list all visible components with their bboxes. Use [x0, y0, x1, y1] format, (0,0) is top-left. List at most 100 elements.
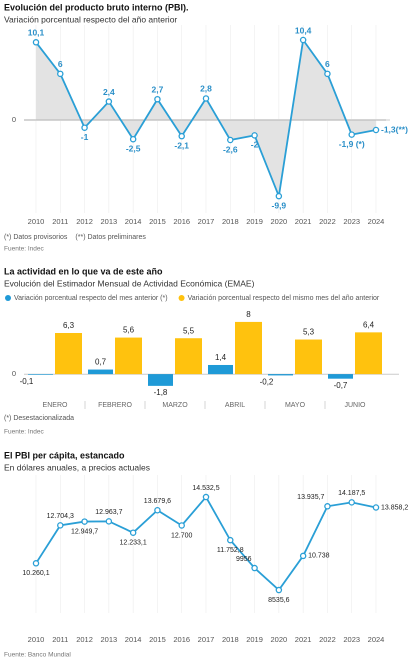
value-label: -9,9: [272, 200, 287, 210]
bar: [28, 374, 53, 375]
value-label: 2,7: [152, 84, 164, 94]
x-tick-label: 2013: [101, 635, 118, 644]
x-tick-label: 2012: [76, 217, 93, 226]
chart-subtitle: Evolución del Estimador Mensual de Activ…: [4, 278, 255, 288]
point: [299, 36, 307, 44]
value-label: 12.704,3: [47, 513, 74, 520]
x-tick-label: ABRIL: [225, 402, 245, 409]
bar: [328, 374, 353, 379]
value-label: 6: [325, 59, 330, 69]
value-label: -1,8: [154, 388, 168, 397]
point: [81, 124, 88, 131]
value-label: -1,3(**): [381, 124, 408, 134]
x-tick-label: 2022: [319, 635, 336, 644]
value-label: 10,4: [295, 25, 312, 35]
x-tick-label: 2021: [295, 635, 312, 644]
x-tick-label: 2019: [246, 635, 263, 644]
x-tick-label: MAYO: [285, 402, 306, 409]
value-label: -1: [81, 132, 89, 142]
value-label: 12.233,1: [120, 540, 147, 547]
x-tick-label: 2015: [149, 635, 166, 644]
value-label: -0,7: [334, 381, 348, 390]
legend-label: Variación porcentual respecto del mismo …: [188, 295, 380, 302]
x-tick-label: 2014: [125, 635, 142, 644]
point: [57, 70, 64, 78]
x-tick-label: 2015: [149, 217, 166, 226]
x-tick-label: 2018: [222, 635, 239, 644]
value-label: -2: [251, 140, 259, 150]
point: [227, 536, 234, 544]
bar: [88, 369, 113, 375]
bar: [235, 321, 262, 375]
value-label: 5,5: [183, 326, 195, 335]
x-tick-label: 2022: [319, 217, 336, 226]
value-label: 12.700: [171, 532, 193, 539]
x-tick-label: JUNIO: [345, 402, 367, 409]
point: [57, 522, 64, 529]
value-label: 9956: [236, 556, 252, 563]
x-tick-label: 2017: [198, 217, 215, 226]
point: [105, 98, 113, 105]
chart-title: Evolución del producto bruto interno (PB…: [4, 2, 189, 12]
point: [299, 552, 307, 560]
point: [129, 529, 137, 536]
value-label: 10.738: [308, 553, 330, 560]
source: Fuente: Banco Mundial: [4, 652, 71, 659]
value-label: 13.935,7: [297, 494, 324, 501]
note: (**) Datos preliminares: [75, 234, 146, 241]
x-tick-label: 2020: [271, 217, 288, 226]
bar: [208, 364, 233, 375]
point: [275, 192, 283, 200]
chart-subtitle: En dólares anuales, a precios actuales: [4, 462, 150, 472]
point: [154, 95, 161, 103]
point: [178, 132, 185, 140]
legend-swatch: [5, 295, 11, 301]
x-tick-label: 2016: [173, 217, 190, 226]
point: [202, 95, 210, 102]
value-label: 2,8: [200, 84, 212, 94]
x-tick-label: 2014: [125, 217, 142, 226]
x-tick-label: ENERO: [43, 402, 68, 409]
x-tick-label: 2024: [368, 217, 385, 226]
point: [129, 135, 137, 143]
note: (*) Datos provisorios: [4, 234, 68, 241]
value-label: 6,3: [63, 321, 75, 330]
x-tick-label: 2020: [271, 635, 288, 644]
y-tick-label: 0: [12, 369, 16, 378]
value-label: 6,4: [363, 320, 375, 329]
note: (*) Desestacionalizada: [4, 415, 74, 422]
point: [227, 136, 234, 144]
point: [348, 499, 355, 506]
value-label: 6: [58, 59, 63, 69]
value-label: 13.858,2: [381, 504, 408, 511]
value-label: -2,5: [126, 143, 141, 153]
point: [202, 493, 210, 501]
x-tick-label: 2018: [222, 217, 239, 226]
point: [81, 518, 88, 525]
source: Fuente: Indec: [4, 429, 44, 436]
source: Fuente: Indec: [4, 246, 44, 253]
value-label: 5,3: [303, 328, 315, 337]
point: [32, 560, 40, 567]
value-label: -2,1: [174, 140, 189, 150]
value-label: -0,1: [20, 377, 34, 386]
value-label: -2,6: [223, 144, 238, 154]
bar: [295, 339, 322, 375]
value-label: 8535,6: [268, 597, 290, 604]
point: [251, 132, 258, 139]
x-tick-label: 2012: [76, 635, 93, 644]
area: [36, 40, 376, 197]
legend-label: Variación porcentual respecto del mes an…: [14, 295, 168, 302]
value-label: 12.949,7: [71, 528, 98, 535]
point: [32, 39, 40, 46]
x-tick-label: 2023: [343, 635, 360, 644]
value-label: 11.752,8: [217, 547, 244, 554]
point: [154, 507, 161, 514]
value-label: 10,1: [28, 28, 45, 38]
point: [348, 131, 355, 138]
point: [275, 586, 283, 594]
value-label: 10.260,1: [22, 570, 49, 577]
point: [251, 564, 258, 572]
x-tick-label: FEBRERO: [98, 402, 132, 409]
